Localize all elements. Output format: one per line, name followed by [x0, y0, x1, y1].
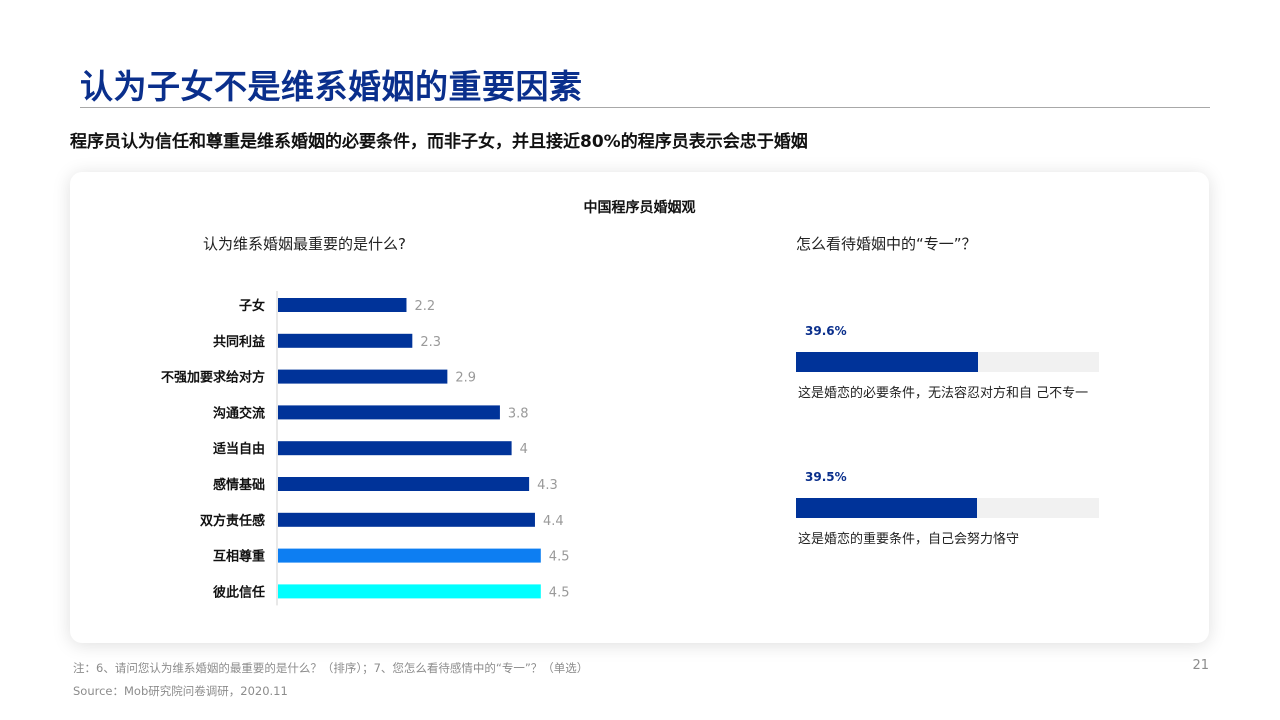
bar: [278, 584, 541, 599]
bar-category-label: 不强加要求给对方: [161, 370, 265, 386]
bar: [278, 333, 413, 348]
bar-category-label: 彼此信任: [213, 584, 265, 600]
bar-category-label: 适当自由: [213, 441, 265, 457]
bar-category-label: 沟通交流: [213, 405, 265, 421]
left-chart-heading: 认为维系婚姻最重要的是什么?: [203, 235, 406, 253]
page-title: 认为子女不是维系婚姻的重要因素: [80, 67, 583, 106]
footnote: 注：6、请问您认为维系婚姻的最重要的是什么？（排序）；7、您怎么看待感情中的“专…: [73, 661, 589, 675]
card-title: 中国程序员婚姻观: [583, 200, 696, 216]
loyalty-stat-1-percent: 39.6%: [805, 324, 847, 338]
bar: [278, 369, 448, 384]
bar-category-label: 子女: [239, 298, 265, 314]
bar-value-label: 4.5: [549, 550, 570, 565]
page-subtitle: 程序员认为信任和尊重是维系婚姻的必要条件，而非子女，并且接近80%的程序员表示会…: [70, 132, 808, 152]
bar-value-label: 2.3: [420, 335, 441, 350]
bar: [278, 441, 512, 456]
bar-category-label: 双方责任感: [200, 513, 265, 529]
bar: [278, 477, 530, 491]
bar-value-label: 4.4: [543, 514, 564, 529]
source-note: Source：Mob研究院问卷调研，2020.11: [73, 684, 288, 698]
title-divider: [80, 107, 1210, 108]
bar-value-label: 4: [520, 442, 528, 457]
bar: [278, 298, 407, 312]
loyalty-stat-1-label: 这是婚恋的必要条件，无法容忍对方和自 己不专一: [798, 386, 1089, 401]
bar-category-label: 共同利益: [213, 334, 265, 350]
bar-value-label: 3.8: [508, 406, 529, 421]
loyalty-stat-2-fill: [796, 498, 978, 518]
bar: [278, 512, 535, 527]
bar: [278, 405, 500, 420]
loyalty-stat-2-percent: 39.5%: [805, 470, 847, 484]
loyalty-stat-1-fill: [796, 352, 978, 372]
bar-value-label: 4.5: [549, 585, 570, 600]
loyalty-stat-1: 39.6% 这是婚恋的必要条件，无法容忍对方和自 己不专一: [796, 324, 1099, 401]
right-chart-heading: 怎么看待婚姻中的“专一”？: [796, 235, 977, 253]
bar-category-label: 互相尊重: [213, 549, 265, 565]
bar-value-label: 2.2: [414, 299, 435, 314]
bar: [278, 548, 541, 563]
loyalty-stat-2-track: [796, 498, 1099, 518]
loyalty-stat-1-track: [796, 352, 1099, 372]
loyalty-stat-2-label: 这是婚恋的重要条件，自己会努力恪守: [798, 532, 1020, 547]
page-number: 21: [1192, 658, 1209, 673]
loyalty-stat-2: 39.5% 这是婚恋的重要条件，自己会努力恪守: [796, 470, 1099, 547]
bar-value-label: 2.9: [455, 371, 476, 386]
bar-value-label: 4.3: [537, 478, 558, 493]
bar-category-label: 感情基础: [213, 477, 265, 493]
chart-card: 中国程序员婚姻观 认为维系婚姻最重要的是什么? 怎么看待婚姻中的“专一”？ 子女…: [70, 172, 1209, 643]
importance-bar-chart: 子女 2.2 共同利益 2.3 不强加要求给对方 2.9 沟通交流 3.8 适当自由 4 感情基础 4…: [161, 291, 570, 606]
